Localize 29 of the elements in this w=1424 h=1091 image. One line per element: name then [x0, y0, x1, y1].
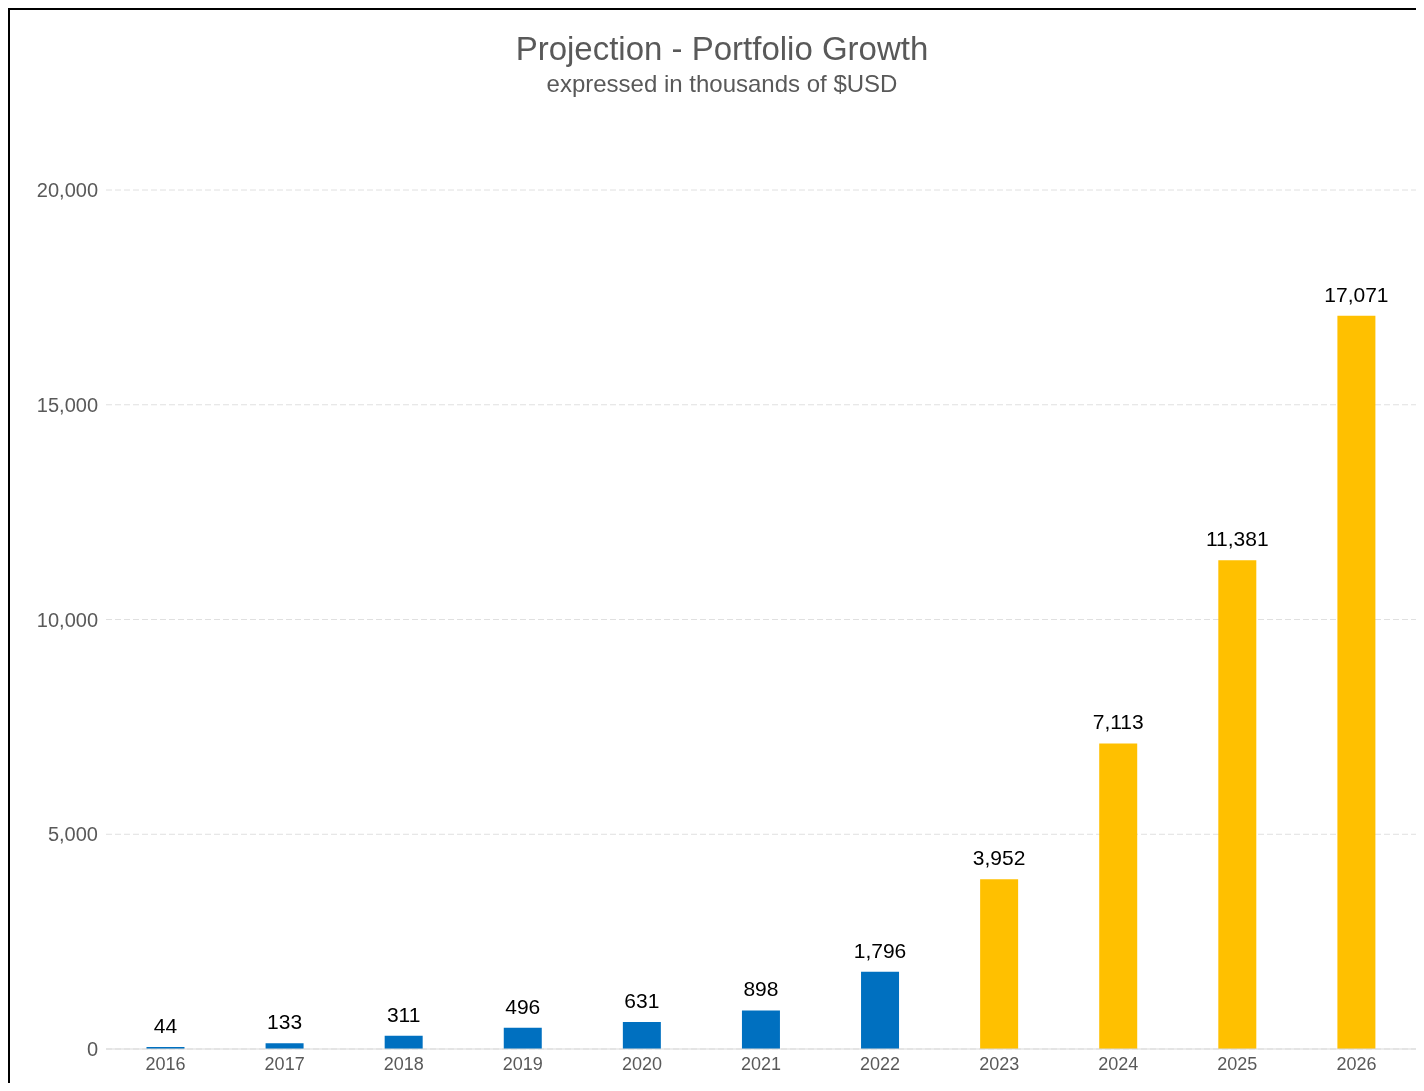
- data-label: 311: [386, 1002, 421, 1026]
- data-label: 898: [743, 977, 779, 1001]
- chart-subtitle: expressed in thousands of $USD: [545, 70, 899, 98]
- chart-title: Projection - Portfolio Growth: [514, 30, 930, 68]
- data-label: 496: [505, 994, 541, 1018]
- data-label: 7,113: [1092, 710, 1144, 734]
- data-label: 631: [624, 988, 660, 1012]
- x-tick-label: 2021: [740, 1053, 782, 1074]
- y-tick-label: 20,000: [36, 179, 98, 202]
- x-tick-label: 2022: [860, 1053, 901, 1074]
- y-tick-label: 5,000: [47, 823, 98, 846]
- x-tick-label: 2026: [1336, 1053, 1377, 1074]
- x-tick-label: 2016: [145, 1053, 186, 1074]
- y-tick-label: 15,000: [36, 393, 98, 416]
- x-tick-label: 2018: [383, 1053, 424, 1074]
- data-label: 17,071: [1324, 282, 1389, 306]
- data-label: 1,796: [853, 938, 907, 962]
- x-tick-label: 2019: [502, 1053, 543, 1074]
- data-label: 133: [267, 1010, 303, 1034]
- data-label: 44: [153, 1014, 178, 1038]
- x-tick-label: 2017: [264, 1053, 305, 1074]
- x-tick-label: 2025: [1217, 1053, 1258, 1074]
- x-tick-label: 2020: [621, 1053, 662, 1074]
- data-label: 11,381: [1205, 527, 1269, 551]
- x-tick-label: 2024: [1098, 1053, 1139, 1074]
- y-tick-label: 10,000: [36, 608, 98, 631]
- x-tick-label: 2023: [979, 1053, 1020, 1074]
- data-label: 3,952: [972, 846, 1026, 870]
- y-tick-label: 0: [86, 1038, 98, 1061]
